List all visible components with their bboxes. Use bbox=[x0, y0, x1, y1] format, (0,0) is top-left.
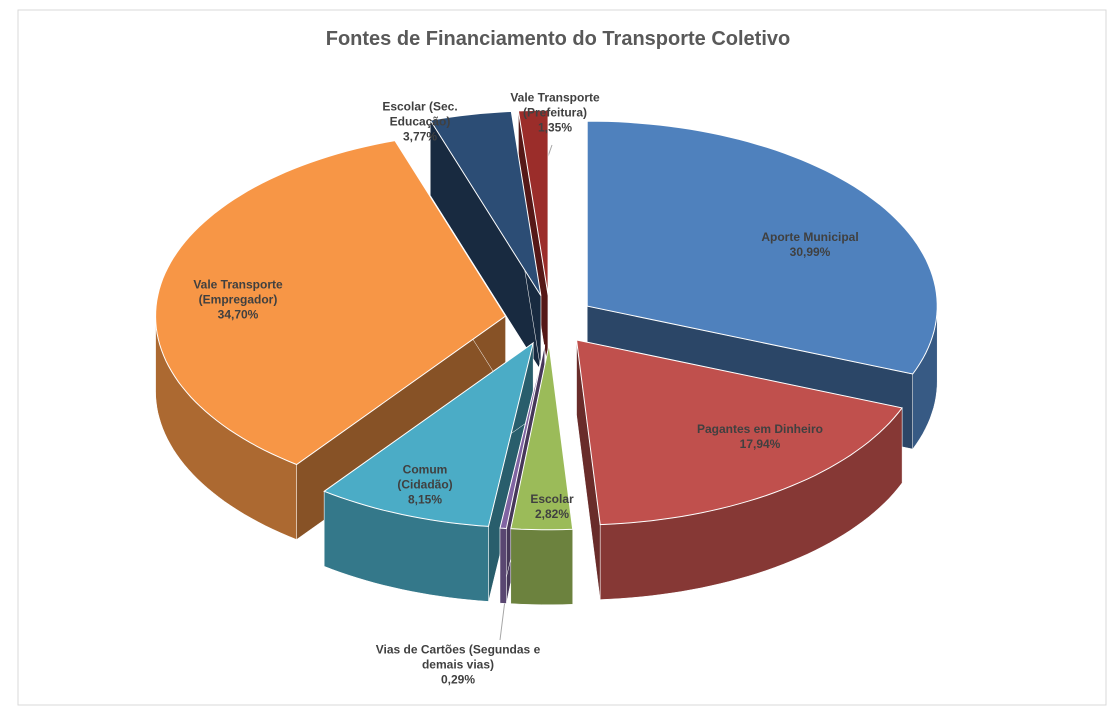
value-label: 34,70% bbox=[217, 307, 259, 322]
data-label: Escolar 2,82% bbox=[522, 492, 582, 522]
slice-rim bbox=[510, 528, 573, 605]
slice bbox=[586, 120, 938, 375]
slice bbox=[499, 344, 546, 530]
data-label: Comum (Cidadão) 8,15% bbox=[385, 463, 465, 508]
category-label: Comum (Cidadão) bbox=[397, 462, 453, 492]
value-label: 30,99% bbox=[789, 245, 831, 259]
slice bbox=[429, 110, 542, 297]
data-label: Aporte Municipal 30,99% bbox=[710, 230, 910, 260]
category-label: Escolar bbox=[530, 492, 574, 506]
category-label: Vale Transporte (Empregador) bbox=[193, 277, 283, 307]
value-label: 0,29% bbox=[440, 672, 476, 687]
category-label: Aporte Municipal bbox=[761, 230, 859, 244]
value-label: 3,77% bbox=[402, 129, 438, 144]
value-label: 2,82% bbox=[534, 507, 570, 521]
chart-title: Fontes de Financiamento do Transporte Co… bbox=[325, 28, 791, 50]
data-label: Vale Transporte (Empregador) 34,70% bbox=[183, 278, 293, 323]
slice-rim bbox=[499, 527, 507, 604]
value-label: 17,94% bbox=[739, 437, 781, 451]
slice bbox=[155, 140, 507, 466]
data-label: Escolar (Sec. Educação) 3,77% bbox=[365, 100, 475, 145]
data-label: Vale Transporte (Prefeitura) 1,35% bbox=[500, 91, 610, 136]
slice bbox=[510, 344, 574, 531]
value-label: 1,35% bbox=[537, 120, 573, 135]
slice bbox=[575, 339, 903, 526]
category-label: Pagantes em Dinheiro bbox=[696, 422, 824, 436]
leader-line bbox=[499, 599, 506, 641]
data-label: Pagantes em Dinheiro 17,94% bbox=[660, 422, 860, 452]
value-label: 8,15% bbox=[407, 492, 443, 507]
category-label: Escolar (Sec. Educação) bbox=[382, 99, 458, 129]
slice bbox=[323, 341, 534, 527]
data-label: Vias de Cartões (Segundas e demais vias)… bbox=[373, 643, 543, 688]
chart-border bbox=[17, 9, 1107, 706]
slice bbox=[517, 109, 549, 296]
category-label: Vale Transporte (Prefeitura) bbox=[510, 90, 600, 120]
category-label: Vias de Cartões (Segundas e demais vias) bbox=[375, 642, 541, 672]
